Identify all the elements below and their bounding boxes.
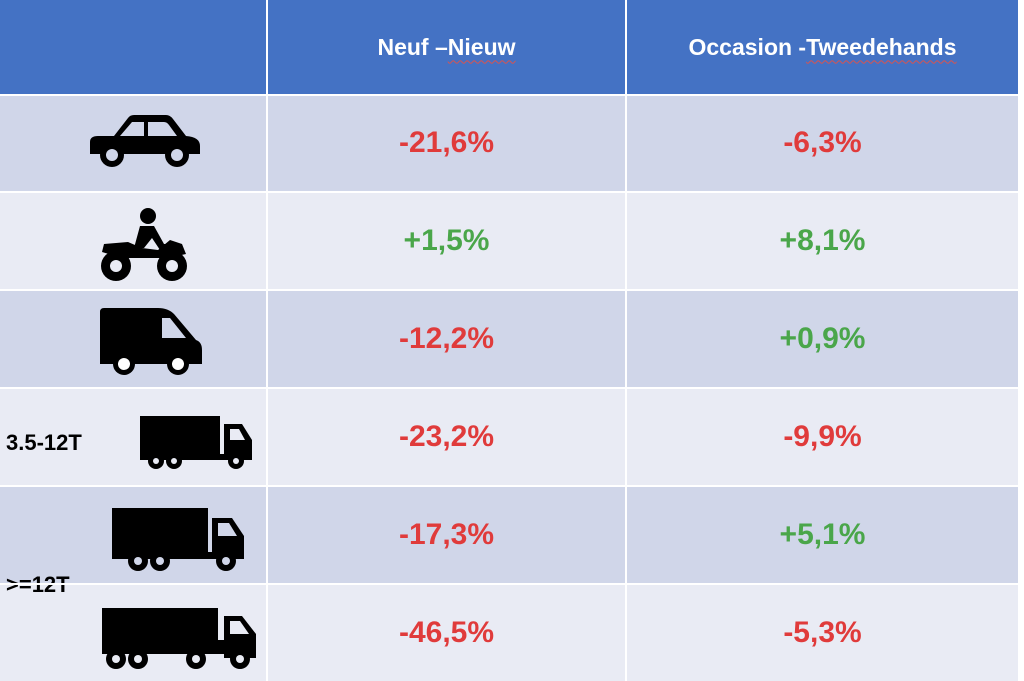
header-divider [266, 0, 268, 94]
header-new-word: Nieuw [447, 33, 516, 60]
header-used-word: Tweedehands [806, 33, 957, 60]
weight-class-label: >=12T [6, 572, 70, 597]
semi-truck-icon [102, 608, 256, 669]
used-change-value: -6,3% [783, 126, 862, 159]
truck-icon [112, 508, 244, 571]
van-icon [100, 308, 202, 375]
new-change-value: -12,2% [398, 322, 495, 355]
table-row: +1,5% +8,1% [0, 192, 1018, 290]
header-new-prefix: Neuf – [377, 33, 448, 60]
table-row: 3.5-12T -23,2% -9,9% [0, 388, 1018, 486]
small-truck-icon [140, 416, 252, 469]
used-change-value: +5,1% [779, 518, 866, 551]
table-row: -17,3% +5,1% [0, 486, 1018, 584]
row-divider [0, 387, 1018, 389]
row-divider [0, 191, 1018, 193]
new-change-value: -23,2% [398, 420, 495, 453]
new-change-value: -21,6% [398, 126, 495, 159]
row-divider [0, 583, 1018, 585]
car-icon [90, 115, 200, 167]
row-divider [0, 94, 1018, 96]
table-row: -12,2% +0,9% [0, 290, 1018, 388]
motorcycle-icon [101, 208, 187, 281]
used-change-value: -9,9% [783, 420, 862, 453]
table-header: Neuf – Nieuw Occasion - Tweedehands [0, 0, 1018, 94]
header-used: Occasion - Tweedehands [627, 0, 1018, 94]
header-used-prefix: Occasion - [688, 33, 807, 60]
used-change-value: -5,3% [783, 615, 862, 649]
table-row: -46,5% -5,3% [0, 584, 1018, 681]
new-change-value: -46,5% [398, 615, 495, 649]
used-change-value: +0,9% [779, 322, 866, 355]
row-divider [0, 289, 1018, 291]
header-divider [625, 0, 627, 94]
new-change-value: +1,5% [403, 224, 490, 257]
table-row: -21,6% -6,3% [0, 94, 1018, 192]
new-change-value: -17,3% [398, 518, 495, 551]
header-new: Neuf – Nieuw [268, 0, 625, 94]
weight-class-label: 3.5-12T [6, 430, 82, 455]
row-divider [0, 485, 1018, 487]
used-change-value: +8,1% [779, 224, 866, 257]
